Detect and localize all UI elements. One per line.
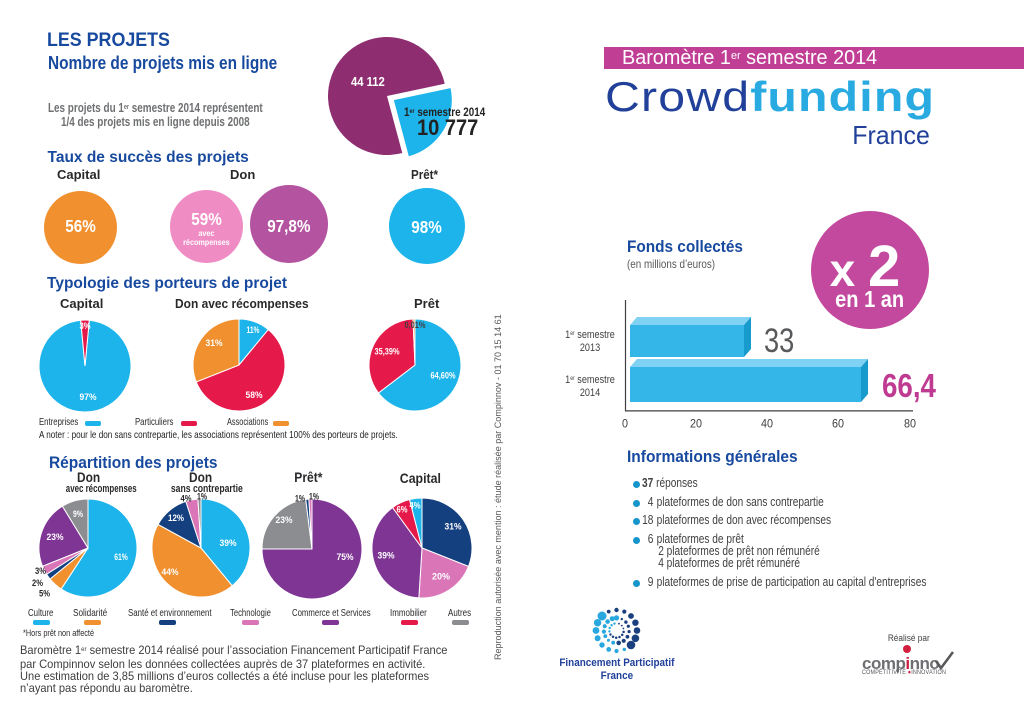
svg-text:11%: 11% <box>247 325 260 335</box>
svg-text:75%: 75% <box>337 552 354 562</box>
svg-text:20%: 20% <box>432 572 450 582</box>
svg-text:44%: 44% <box>162 567 179 577</box>
svg-text:4%: 4% <box>181 494 192 504</box>
svg-text:3%: 3% <box>80 321 91 331</box>
svg-text:3%: 3% <box>35 566 46 576</box>
svg-text:80: 80 <box>904 419 916 431</box>
svg-text:2%: 2% <box>32 578 43 588</box>
svg-text:58%: 58% <box>246 390 263 400</box>
svg-text:39%: 39% <box>378 551 395 561</box>
svg-text:9%: 9% <box>73 509 83 519</box>
svg-text:40: 40 <box>761 419 773 431</box>
svg-text:1%: 1% <box>295 494 305 504</box>
svg-text:1%: 1% <box>309 492 319 502</box>
svg-text:0: 0 <box>622 419 628 431</box>
svg-text:5%: 5% <box>39 589 50 599</box>
svg-text:1%: 1% <box>197 492 207 502</box>
svg-text:31%: 31% <box>206 338 223 348</box>
svg-text:0,01%: 0,01% <box>405 320 426 330</box>
svg-text:60: 60 <box>832 419 844 431</box>
svg-text:35,39%: 35,39% <box>375 347 400 357</box>
svg-text:20: 20 <box>690 419 702 431</box>
svg-text:23%: 23% <box>276 515 293 525</box>
svg-text:61%: 61% <box>114 552 128 562</box>
svg-text:97%: 97% <box>80 392 97 402</box>
svg-text:12%: 12% <box>168 513 184 523</box>
svg-text:64,60%: 64,60% <box>431 371 456 381</box>
svg-text:4%: 4% <box>410 501 421 511</box>
svg-text:23%: 23% <box>47 532 64 542</box>
svg-text:39%: 39% <box>220 538 237 548</box>
svg-text:31%: 31% <box>445 522 462 532</box>
svg-text:6%: 6% <box>397 505 408 515</box>
